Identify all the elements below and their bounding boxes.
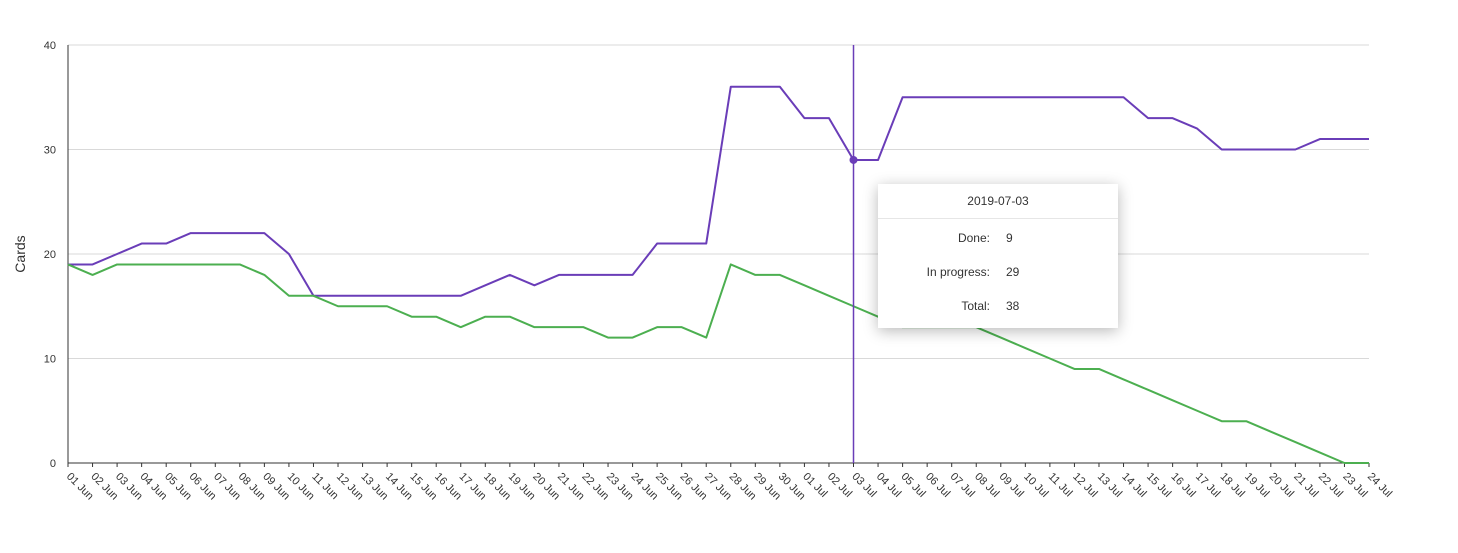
y-tick-labels: 0 10 20 30 40 (44, 40, 56, 470)
x-tick-label: 06 Jul (923, 471, 952, 500)
x-tick-label: 11 Jul (1046, 471, 1075, 500)
tooltip-label: Total: (961, 299, 990, 313)
series-lines (67, 85, 1369, 464)
x-tick-label: 11 Jun (309, 471, 340, 502)
y-tick-label: 20 (44, 249, 56, 261)
x-tick-label: 15 Jul (1144, 471, 1173, 500)
x-tick-label: 18 Jul (1218, 471, 1247, 500)
x-tick-label: 19 Jul (1242, 471, 1271, 500)
x-tick-label: 24 Jul (1365, 471, 1394, 500)
tooltip-value: 9 (1006, 231, 1013, 245)
y-tick-label: 0 (50, 458, 56, 470)
tooltip-label: Done: (957, 231, 990, 245)
x-tick-label: 14 Jul (1119, 471, 1148, 500)
tooltip: 2019-07-03 Done: 9 In progress: 29 Total… (878, 184, 1118, 328)
x-tick-label: 05 Jul (898, 471, 927, 500)
tooltip-label: In progress: (926, 265, 990, 279)
tooltip-value: 38 (1006, 299, 1020, 313)
series-line-in-progress (68, 85, 1369, 297)
x-tick-label: 07 Jul (948, 471, 977, 500)
tooltip-row-in-progress: In progress: 29 (878, 264, 1118, 280)
x-tick-label: 22 Jul (1316, 471, 1345, 500)
x-tick-label: 02 Jul (825, 471, 854, 500)
grid-lines (68, 44, 1369, 359)
x-tick-label: 03 Jul (849, 471, 878, 500)
x-tick-label: 20 Jul (1267, 471, 1296, 500)
tooltip-row-total: Total: 38 (878, 298, 1118, 314)
y-axis-label: Cards (12, 235, 28, 272)
y-tick-label: 30 (44, 145, 56, 157)
x-tick-label: 09 Jul (997, 471, 1026, 500)
x-tick-label: 23 Jul (1340, 471, 1369, 500)
x-tick-label: 04 Jul (874, 471, 903, 500)
x-tick-label: 12 Jul (1070, 471, 1099, 500)
x-tick-label: 08 Jul (972, 471, 1001, 500)
series-line-done (67, 263, 1369, 464)
x-tick-label: 17 Jul (1193, 471, 1222, 500)
tooltip-date: 2019-07-03 (878, 184, 1118, 219)
axes (67, 45, 1369, 464)
x-tick-label: 13 Jul (1095, 471, 1124, 500)
x-tick-label: 10 Jul (1021, 471, 1050, 500)
x-tick-label: 16 Jul (1169, 471, 1198, 500)
crosshair (849, 45, 858, 463)
y-tick-label: 40 (44, 40, 56, 52)
y-tick-label: 10 (44, 354, 56, 366)
x-tick-label: 21 Jul (1291, 471, 1320, 500)
tooltip-row-done: Done: 9 (878, 230, 1118, 246)
hover-point (849, 155, 858, 164)
tooltip-value: 29 (1006, 265, 1020, 279)
